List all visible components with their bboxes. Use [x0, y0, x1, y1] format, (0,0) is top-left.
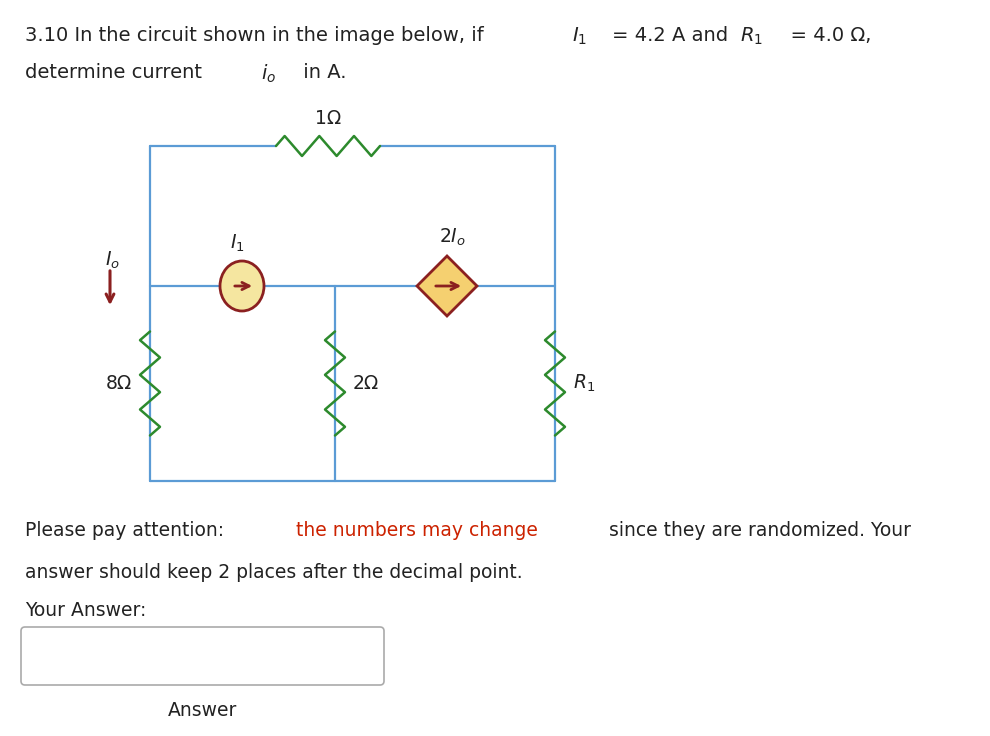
Text: = 4.2 A and: = 4.2 A and [612, 26, 735, 45]
Text: $2I_o$: $2I_o$ [439, 227, 465, 248]
Text: Your Answer:: Your Answer: [25, 601, 147, 620]
Text: in A.: in A. [297, 63, 346, 82]
Text: $R_1$: $R_1$ [740, 26, 763, 47]
Text: $I_o$: $I_o$ [105, 250, 120, 271]
Polygon shape [417, 256, 477, 316]
Text: the numbers may change: the numbers may change [296, 521, 538, 540]
Text: $i_o$: $i_o$ [261, 63, 276, 85]
Text: = 4.0 Ω,: = 4.0 Ω, [778, 26, 871, 45]
Text: Please pay attention:: Please pay attention: [25, 521, 230, 540]
FancyBboxPatch shape [21, 627, 384, 685]
Ellipse shape [220, 261, 264, 311]
Text: since they are randomized. Your: since they are randomized. Your [603, 521, 911, 540]
Text: $I_1$: $I_1$ [572, 26, 587, 47]
Text: 8Ω: 8Ω [106, 374, 132, 393]
Text: Answer: Answer [168, 701, 238, 720]
Text: 2Ω: 2Ω [353, 374, 379, 393]
Text: $R_1$: $R_1$ [573, 373, 595, 394]
Text: 1Ω: 1Ω [315, 109, 342, 128]
Text: 3.10 In the circuit shown in the image below, if: 3.10 In the circuit shown in the image b… [25, 26, 490, 45]
Text: $I_1$: $I_1$ [230, 233, 245, 254]
Text: answer should keep 2 places after the decimal point.: answer should keep 2 places after the de… [25, 563, 523, 582]
Text: determine current: determine current [25, 63, 208, 82]
